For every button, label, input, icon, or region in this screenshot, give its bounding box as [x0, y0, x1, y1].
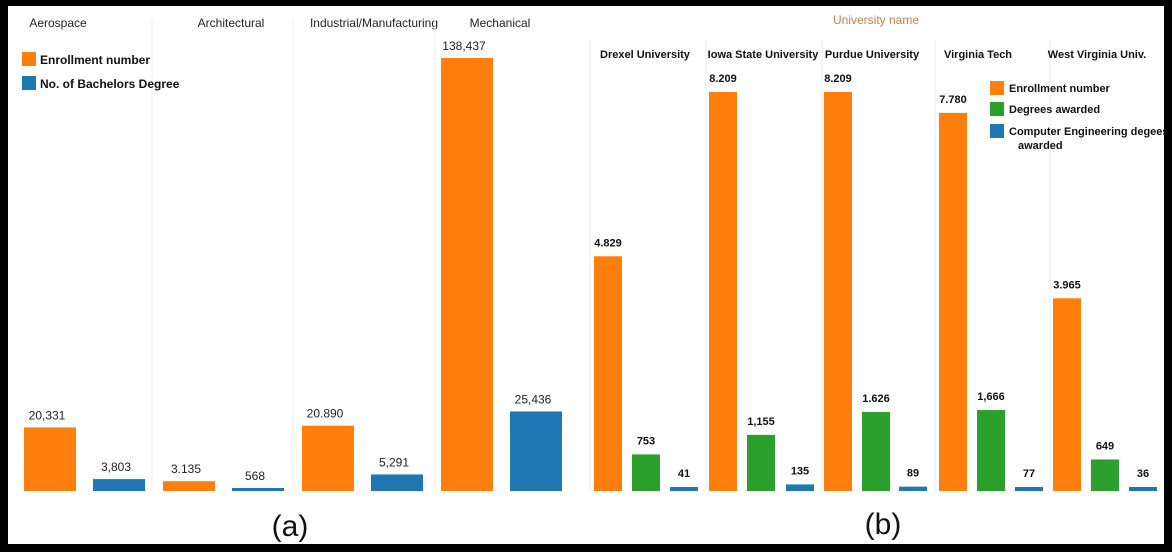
data-label-degrees-awarded-virginia-tech: 1,666	[977, 391, 1005, 403]
panel-b-label: (b)	[865, 508, 902, 541]
panel-b-chart: University name Drexel University 4.829 753…	[589, 13, 1169, 491]
university-label-iowa-state-university: Iowa State University	[708, 49, 820, 61]
data-label-enrollment-number-west-virginia-univ: 3.965	[1053, 279, 1081, 291]
bar-no-of-bachelors-degree-industrial-manufacturing	[371, 474, 423, 491]
university-label-virginia-tech: Virginia Tech	[944, 49, 1012, 61]
legend-swatch-degrees-awarded	[990, 102, 1004, 116]
data-label-enrollment-number-architectural: 3.135	[171, 462, 201, 476]
category-label-mechanical: Mechanical	[470, 16, 531, 30]
bar-no-of-bachelors-degree-mechanical	[510, 411, 562, 491]
university-label-drexel-university: Drexel University	[600, 49, 691, 61]
legend-swatch-no-of-bachelors-degree	[22, 76, 36, 90]
data-label-no-of-bachelors-degree-architectural: 568	[245, 469, 265, 483]
bar-enrollment-number-mechanical	[441, 58, 493, 491]
bar-enrollment-number-iowa-state-university	[709, 92, 737, 491]
bar-enrollment-number-virginia-tech	[939, 112, 967, 491]
data-label-computer-engineering-degees-awarded-purdue-university: 89	[907, 468, 919, 480]
legend-swatch-enrollment-number	[990, 81, 1004, 95]
data-label-enrollment-number-drexel-university: 4.829	[594, 237, 622, 249]
bar-degrees-awarded-purdue-university	[862, 411, 890, 491]
legend-swatch-enrollment-number	[22, 52, 36, 66]
data-label-enrollment-number-virginia-tech: 7.780	[939, 94, 967, 106]
data-label-enrollment-number-industrial-manufacturing: 20.890	[307, 407, 344, 421]
bar-enrollment-number-drexel-university	[594, 256, 622, 491]
data-label-enrollment-number-iowa-state-university: 8.209	[709, 73, 737, 85]
category-label-aerospace: Aerospace	[29, 16, 87, 30]
data-label-computer-engineering-degees-awarded-west-virginia-univ: 36	[1137, 468, 1149, 480]
bar-no-of-bachelors-degree-architectural	[232, 488, 284, 491]
bar-degrees-awarded-iowa-state-university	[747, 434, 775, 491]
university-label-west-virginia-univ: West Virginia Univ.	[1048, 49, 1146, 61]
panel-a-label: (a)	[272, 510, 309, 543]
bar-computer-engineering-degees-awarded-west-virginia-univ	[1129, 487, 1157, 491]
data-label-degrees-awarded-west-virginia-univ: 649	[1096, 440, 1114, 452]
data-label-degrees-awarded-purdue-university: 1.626	[862, 393, 890, 405]
data-label-computer-engineering-degees-awarded-iowa-state-university: 135	[791, 465, 809, 477]
bar-enrollment-number-west-virginia-univ	[1053, 298, 1081, 491]
legend-label-enrollment-number: Enrollment number	[40, 53, 150, 67]
data-label-degrees-awarded-drexel-university: 753	[637, 435, 655, 447]
bar-enrollment-number-aerospace	[24, 427, 76, 491]
data-label-no-of-bachelors-degree-mechanical: 25,436	[515, 392, 552, 406]
data-label-enrollment-number-aerospace: 20,331	[29, 408, 66, 422]
bar-enrollment-number-purdue-university	[824, 92, 852, 491]
legend-label-degrees-awarded: Degrees awarded	[1009, 104, 1100, 116]
data-label-no-of-bachelors-degree-aerospace: 3,803	[101, 460, 131, 474]
bar-computer-engineering-degees-awarded-virginia-tech	[1015, 487, 1043, 491]
university-label-purdue-university: Purdue University	[825, 49, 920, 61]
category-label-architectural: Architectural	[198, 16, 265, 30]
panel-a-chart: Aerospace 20,331 3,803 Architectural 3.135 56…	[22, 16, 562, 491]
data-label-computer-engineering-degees-awarded-drexel-university: 41	[678, 468, 690, 480]
panel-b-header: University name	[833, 13, 919, 27]
bar-no-of-bachelors-degree-aerospace	[93, 479, 145, 491]
category-label-industrial-manufacturing: Industrial/Manufacturing	[310, 16, 438, 30]
legend-label-enrollment-number: Enrollment number	[1009, 83, 1111, 95]
legend-swatch-computer-engineering-degees-awarded	[990, 124, 1004, 138]
legend-label-computer-engineering-degees-awarded: Computer Engineering degees awarded	[1009, 126, 1169, 152]
data-label-enrollment-number-purdue-university: 8.209	[824, 73, 852, 85]
bar-computer-engineering-degees-awarded-iowa-state-university	[786, 484, 814, 491]
data-label-no-of-bachelors-degree-industrial-manufacturing: 5,291	[379, 455, 409, 469]
bar-computer-engineering-degees-awarded-purdue-university	[899, 486, 927, 491]
data-label-enrollment-number-mechanical: 138,437	[442, 39, 486, 53]
bar-enrollment-number-architectural	[163, 481, 215, 491]
bar-degrees-awarded-west-virginia-univ	[1091, 459, 1119, 491]
data-label-computer-engineering-degees-awarded-virginia-tech: 77	[1023, 468, 1035, 480]
data-label-degrees-awarded-iowa-state-university: 1,155	[747, 416, 775, 428]
bar-enrollment-number-industrial-manufacturing	[302, 425, 354, 491]
bar-degrees-awarded-drexel-university	[632, 454, 660, 491]
bar-computer-engineering-degees-awarded-drexel-university	[670, 487, 698, 491]
legend-label-no-of-bachelors-degree: No. of Bachelors Degree	[40, 77, 180, 91]
bar-degrees-awarded-virginia-tech	[977, 410, 1005, 491]
